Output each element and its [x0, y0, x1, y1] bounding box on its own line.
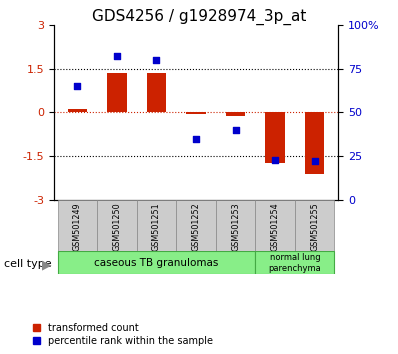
- Point: [272, 157, 278, 162]
- Bar: [255, 200, 295, 253]
- Point: [232, 127, 239, 133]
- Bar: [186, 113, 206, 114]
- Bar: [176, 200, 216, 253]
- Bar: [137, 200, 176, 253]
- Text: GSM501251: GSM501251: [152, 202, 161, 251]
- Point: [74, 83, 81, 89]
- Text: GSM501250: GSM501250: [113, 202, 121, 251]
- Point: [153, 57, 160, 63]
- Legend: transformed count, percentile rank within the sample: transformed count, percentile rank withi…: [33, 323, 213, 346]
- Text: GSM501252: GSM501252: [191, 202, 201, 251]
- Point: [311, 159, 318, 164]
- Bar: [216, 200, 255, 253]
- Bar: [146, 73, 166, 113]
- Bar: [295, 200, 334, 253]
- Bar: [226, 113, 246, 116]
- Bar: [305, 113, 324, 174]
- Text: GDS4256 / g1928974_3p_at: GDS4256 / g1928974_3p_at: [92, 9, 306, 25]
- Point: [114, 53, 120, 59]
- Bar: [58, 251, 255, 274]
- Bar: [255, 251, 334, 274]
- Bar: [58, 200, 97, 253]
- Bar: [265, 113, 285, 162]
- Text: cell type: cell type: [4, 259, 52, 269]
- Text: ▶: ▶: [42, 258, 52, 271]
- Text: GSM501255: GSM501255: [310, 202, 319, 251]
- Text: caseous TB granulomas: caseous TB granulomas: [94, 258, 219, 268]
- Text: GSM501253: GSM501253: [231, 202, 240, 251]
- Point: [193, 136, 199, 142]
- Bar: [68, 109, 87, 113]
- Bar: [97, 200, 137, 253]
- Text: GSM501249: GSM501249: [73, 202, 82, 251]
- Text: normal lung
parenchyma: normal lung parenchyma: [268, 253, 321, 273]
- Bar: [107, 73, 127, 113]
- Text: GSM501254: GSM501254: [271, 202, 279, 251]
